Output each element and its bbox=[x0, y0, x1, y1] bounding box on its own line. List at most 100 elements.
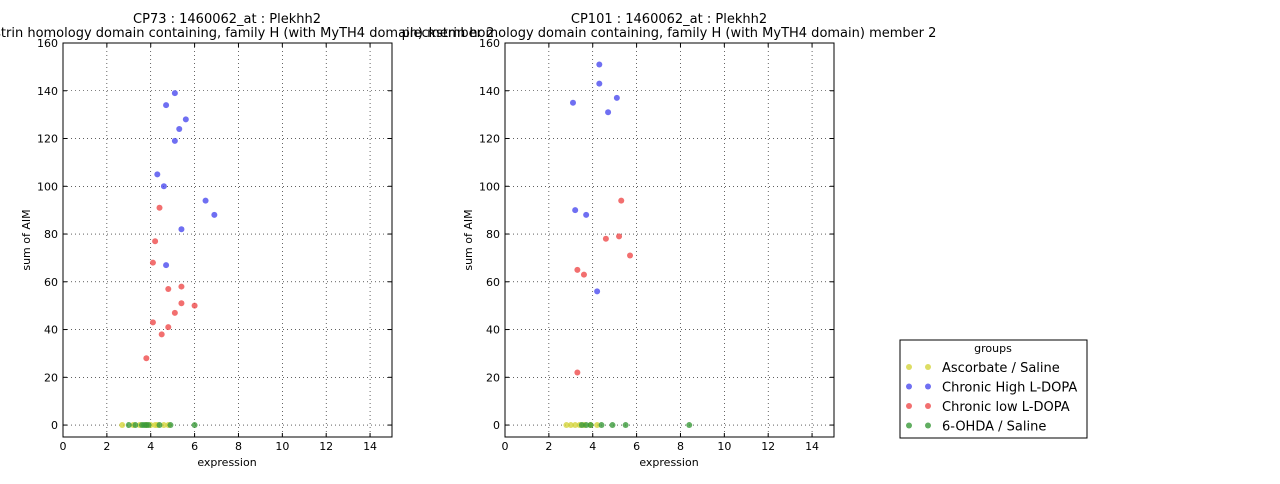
legend: groups Ascorbate / Saline Chronic High L-… bbox=[899, 339, 1088, 439]
data-point bbox=[119, 422, 126, 429]
data-point bbox=[580, 271, 587, 278]
y-tick-label: 100 bbox=[479, 180, 500, 193]
legend-marker bbox=[906, 364, 912, 370]
x-tick-label: 14 bbox=[805, 440, 819, 453]
y-tick-label: 0 bbox=[493, 419, 500, 432]
legend-marker bbox=[906, 422, 912, 429]
data-point bbox=[616, 233, 623, 240]
y-axis-label: sum of AIM bbox=[20, 209, 33, 270]
y-tick-label: 0 bbox=[51, 419, 58, 432]
x-tick-label: 8 bbox=[677, 440, 684, 453]
y-tick-label: 20 bbox=[486, 371, 500, 384]
x-tick-label: 6 bbox=[633, 440, 640, 453]
x-tick-label: 2 bbox=[103, 440, 110, 453]
chart-cp73: CP73 : 1460062_at : Plekhh2 pleckstrin h… bbox=[0, 12, 494, 469]
grid bbox=[504, 42, 834, 437]
data-point bbox=[158, 331, 165, 338]
data-point bbox=[171, 137, 178, 144]
data-point bbox=[191, 422, 198, 429]
data-point bbox=[594, 288, 601, 295]
x-tick-label: 0 bbox=[502, 440, 509, 453]
data-point bbox=[132, 422, 139, 429]
x-tick-label: 0 bbox=[60, 440, 67, 453]
x-tick-label: 2 bbox=[545, 440, 552, 453]
data-point bbox=[613, 94, 620, 101]
data-point bbox=[178, 300, 185, 307]
x-tick-label: 4 bbox=[589, 440, 596, 453]
x-tick-label: 10 bbox=[717, 440, 731, 453]
data-point bbox=[587, 422, 594, 429]
data-point bbox=[567, 422, 574, 429]
data-point bbox=[602, 235, 609, 242]
data-point bbox=[583, 422, 590, 429]
data-point bbox=[178, 283, 185, 290]
y-tick-label: 160 bbox=[37, 37, 58, 50]
chart-title-line1: CP73 : 1460062_at : Plekhh2 bbox=[133, 12, 321, 27]
data-point bbox=[154, 171, 161, 178]
x-tick-label: 12 bbox=[761, 440, 775, 453]
y-tick-label: 120 bbox=[479, 133, 500, 146]
data-point bbox=[572, 207, 579, 214]
y-tick-label: 40 bbox=[486, 324, 500, 337]
y-tick-label: 20 bbox=[44, 371, 58, 384]
data-point bbox=[152, 238, 159, 245]
y-tick-label: 140 bbox=[37, 85, 58, 98]
legend-label: 6-OHDA / Saline bbox=[942, 420, 1046, 435]
chart-cp101: CP101 : 1460062_at : Plekhh2 pleckstrin … bbox=[402, 12, 937, 469]
data-point bbox=[569, 99, 576, 106]
data-point bbox=[160, 422, 167, 429]
chart-title-line2: pleckstrin homology domain containing, f… bbox=[402, 26, 937, 41]
y-axis-label: sum of AIM bbox=[462, 209, 475, 270]
data-point bbox=[574, 369, 581, 376]
data-point bbox=[583, 211, 590, 218]
data-point bbox=[202, 197, 209, 204]
y-tick-label: 100 bbox=[37, 180, 58, 193]
data-point bbox=[578, 422, 585, 429]
data-points bbox=[119, 90, 218, 429]
data-point bbox=[594, 422, 601, 429]
data-point bbox=[163, 262, 170, 269]
y-tick-label: 80 bbox=[486, 228, 500, 241]
legend-label: Chronic High L-DOPA bbox=[942, 381, 1077, 396]
legend-items: Ascorbate / Saline Chronic High L-DOPA Chr… bbox=[906, 361, 1077, 435]
y-tick-label: 160 bbox=[479, 37, 500, 50]
data-point bbox=[167, 422, 174, 429]
data-point bbox=[211, 211, 218, 218]
legend-label: Chronic low L-DOPA bbox=[942, 400, 1070, 415]
data-point bbox=[160, 183, 167, 190]
grid bbox=[62, 42, 392, 437]
data-point bbox=[171, 309, 178, 316]
x-tick-label: 4 bbox=[147, 440, 154, 453]
y-tick-label: 60 bbox=[486, 276, 500, 289]
legend-title: groups bbox=[974, 342, 1012, 355]
data-point bbox=[618, 197, 625, 204]
y-tick-label: 40 bbox=[44, 324, 58, 337]
legend-marker bbox=[925, 364, 931, 370]
x-axis-label: expression bbox=[639, 456, 698, 469]
y-tick-label: 120 bbox=[37, 133, 58, 146]
data-point bbox=[182, 116, 189, 123]
data-points bbox=[563, 61, 693, 429]
x-tick-label: 8 bbox=[235, 440, 242, 453]
data-point bbox=[178, 226, 185, 233]
x-tick-label: 12 bbox=[319, 440, 333, 453]
data-point bbox=[149, 319, 156, 326]
data-point bbox=[686, 422, 693, 429]
legend-marker bbox=[925, 383, 931, 390]
legend-marker bbox=[925, 403, 931, 409]
data-point bbox=[145, 422, 152, 429]
data-point bbox=[165, 285, 172, 292]
data-point bbox=[156, 204, 163, 211]
legend-marker bbox=[906, 403, 912, 409]
chart-title-line1: CP101 : 1460062_at : Plekhh2 bbox=[571, 12, 767, 27]
legend-label: Ascorbate / Saline bbox=[942, 361, 1060, 376]
data-point bbox=[609, 422, 616, 429]
data-point bbox=[163, 102, 170, 109]
data-point bbox=[171, 90, 178, 97]
data-point bbox=[176, 125, 183, 132]
legend-marker bbox=[925, 422, 931, 429]
chart-title-line2: pleckstrin homology domain containing, f… bbox=[0, 26, 494, 41]
